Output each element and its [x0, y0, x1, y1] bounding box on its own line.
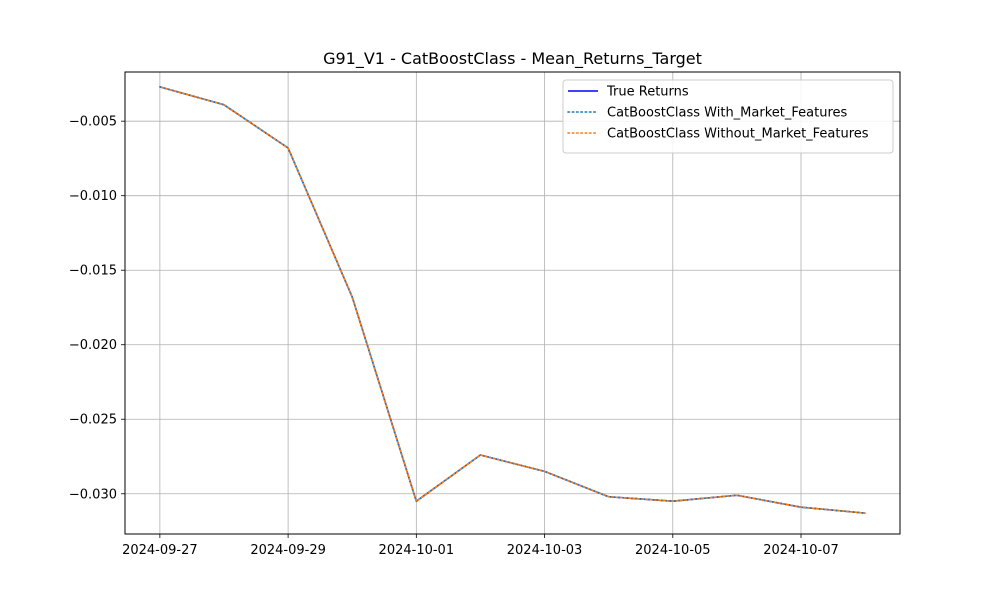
y-tick-label: −0.025 — [69, 413, 117, 428]
legend-label-0: True Returns — [606, 85, 689, 100]
x-tick-label: 2024-09-29 — [250, 543, 326, 558]
legend-label-1: CatBoostClass With_Market_Features — [607, 106, 847, 121]
legend-box — [562, 79, 894, 154]
y-axis: −0.005 −0.010 −0.015 −0.020 −0.025 −0.030 — [69, 115, 125, 502]
y-tick-label: −0.030 — [69, 487, 117, 502]
y-tick-label: −0.005 — [69, 115, 117, 130]
x-tick-label: 2024-09-27 — [122, 543, 198, 558]
x-tick-label: 2024-10-07 — [763, 543, 839, 558]
plot-area-frame — [124, 71, 901, 535]
legend-label-2: CatBoostClass Without_Market_Features — [607, 127, 869, 142]
x-tick-label: 2024-10-01 — [379, 543, 455, 558]
chart-title: G91_V1 - CatBoostClass - Mean_Returns_Ta… — [323, 49, 702, 69]
x-axis: 2024-09-27 2024-09-29 2024-10-01 2024-10-03… — [122, 534, 839, 558]
series-lines — [159, 86, 866, 514]
y-tick-label: −0.010 — [69, 189, 117, 204]
legend: True Returns CatBoostClass With_Market_Fe… — [562, 79, 894, 154]
x-tick-label: 2024-10-03 — [507, 543, 583, 558]
y-tick-label: −0.020 — [69, 338, 117, 353]
y-tick-label: −0.015 — [69, 264, 117, 279]
x-tick-label: 2024-10-05 — [635, 543, 711, 558]
series-line-2 — [159, 86, 866, 514]
